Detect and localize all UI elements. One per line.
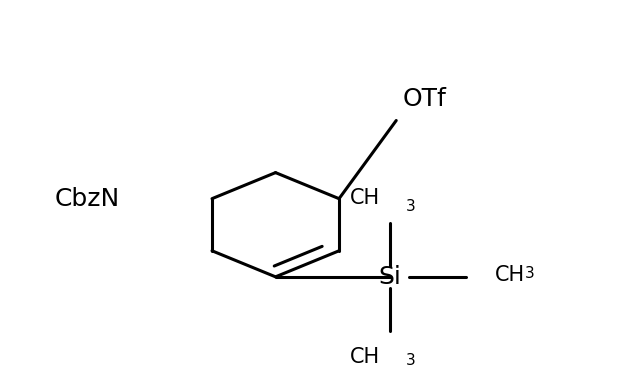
- Text: CH: CH: [350, 347, 380, 367]
- Text: 3: 3: [525, 266, 534, 281]
- Text: 3: 3: [406, 353, 415, 368]
- Text: CH: CH: [495, 265, 525, 285]
- Text: CH: CH: [350, 188, 380, 208]
- Text: Si: Si: [378, 265, 401, 289]
- Text: OTf: OTf: [403, 87, 447, 111]
- Text: 3: 3: [406, 198, 415, 213]
- Text: CbzN: CbzN: [54, 187, 120, 211]
